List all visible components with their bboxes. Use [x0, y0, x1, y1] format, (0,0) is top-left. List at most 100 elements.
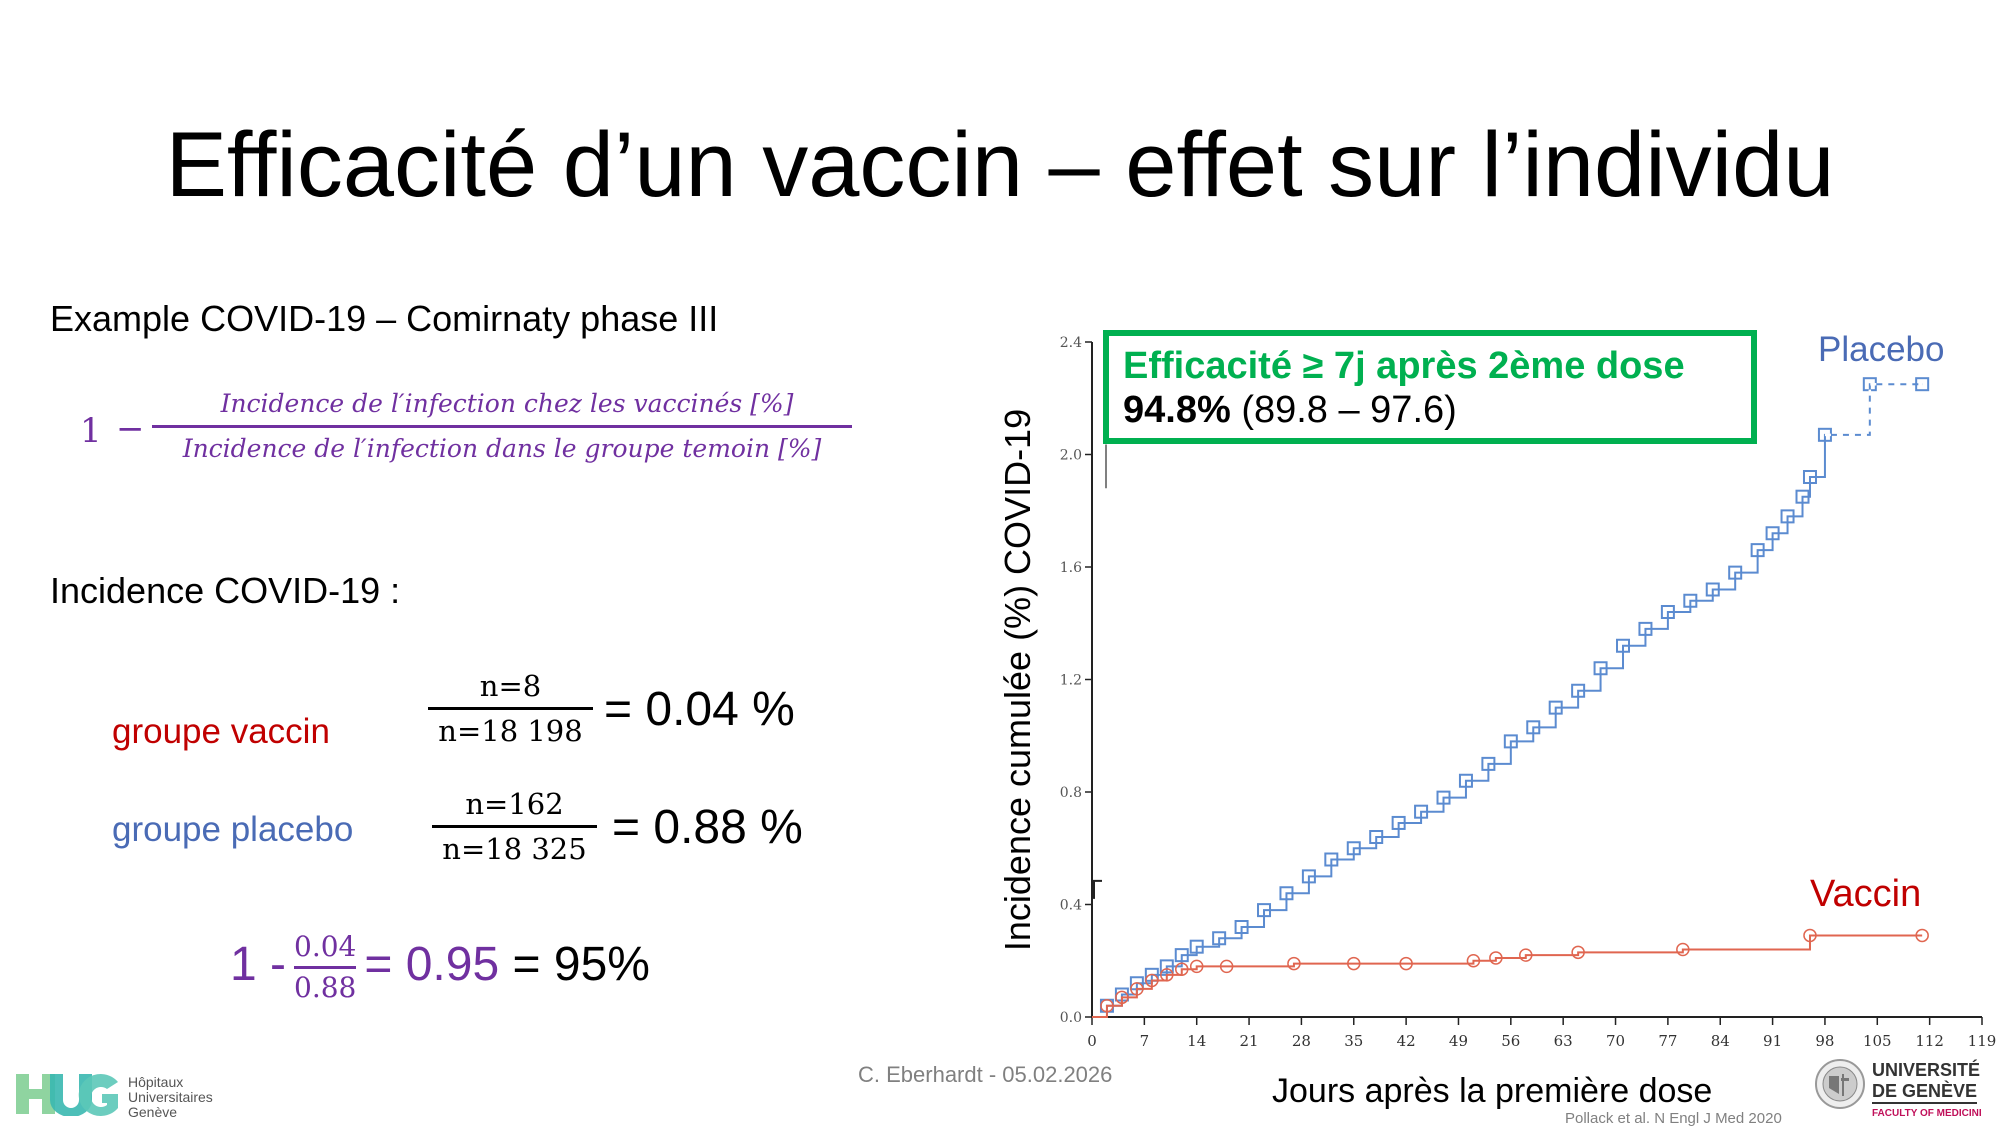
placebo-marker	[1526, 720, 1541, 735]
placebo-marker	[1481, 756, 1496, 771]
vaccin-marker	[1676, 942, 1690, 957]
group-vaccine-numerator: n=8	[479, 669, 542, 703]
slide-title: Efficacité d’un vaccin – effet sur l’ind…	[165, 114, 1835, 216]
x-tick-label: 42	[1397, 1032, 1416, 1050]
incidence-label: Incidence COVID-19 :	[50, 570, 401, 611]
callout-ci: (89.8 – 97.6)	[1241, 389, 1457, 431]
x-tick-label: 112	[1915, 1032, 1944, 1050]
placebo-marker	[1705, 582, 1720, 597]
placebo-marker	[1391, 815, 1406, 830]
fraction-bar	[152, 425, 852, 428]
x-tick-label: 63	[1554, 1032, 1573, 1050]
group-placebo-numerator: n=162	[465, 787, 564, 821]
vaccin-marker	[1130, 982, 1144, 996]
final-numerator: 0.04	[294, 930, 357, 963]
unige-line-1: UNIVERSITÉ	[1872, 1060, 1981, 1080]
group-placebo-denominator: n=18 325	[442, 832, 587, 866]
placebo-marker	[1728, 565, 1743, 580]
placebo-marker	[1616, 638, 1631, 653]
final-prefix: 1 -	[230, 938, 287, 992]
placebo-marker	[1234, 920, 1249, 934]
final-eq1: = 0.95	[364, 938, 500, 992]
fraction-bar	[432, 825, 597, 828]
placebo-marker	[1189, 939, 1204, 954]
x-tick-label: 84	[1711, 1032, 1730, 1050]
vaccin-marker	[1489, 951, 1503, 965]
hug-logo-text: Hôpitaux Universitaires Genève	[128, 1075, 213, 1120]
placebo-marker	[1915, 377, 1930, 392]
final-computation: 1 -0.04 0.88 = 0.95 = 95%	[230, 930, 650, 1005]
y-tick-label: 0.0	[1060, 1010, 1082, 1026]
vaccin-marker	[1219, 959, 1234, 974]
group-vaccine-label: groupe vaccin	[112, 712, 330, 751]
placebo-marker	[1369, 830, 1384, 844]
group-placebo-label: groupe placebo	[112, 810, 354, 849]
x-tick-label: 21	[1240, 1032, 1259, 1050]
vaccin-marker	[1287, 956, 1301, 971]
group-vaccine-denominator: n=18 198	[438, 714, 583, 748]
hug-line-2: Universitaires	[128, 1089, 213, 1105]
unige-seal-icon	[1815, 1059, 1865, 1109]
placebo-marker	[1346, 841, 1361, 856]
chart-curves	[1092, 377, 1930, 1018]
placebo-marker	[1571, 683, 1586, 698]
vaccin-marker	[1519, 948, 1533, 962]
x-tick-label: 56	[1501, 1032, 1520, 1050]
placebo-marker	[1279, 886, 1294, 901]
final-eq2: = 95%	[512, 938, 650, 992]
x-tick-label: 14	[1187, 1032, 1206, 1050]
group-vaccine-result: = 0.04 %	[604, 683, 795, 736]
formula-fraction: Incidence de l′infection chez les vaccin…	[152, 385, 852, 468]
placebo-marker	[1174, 948, 1189, 963]
x-tick-label: 28	[1292, 1032, 1311, 1050]
x-tick-label: 91	[1763, 1032, 1782, 1050]
y-axis-label: Incidence cumulée (%) COVID-19	[997, 408, 1038, 952]
placebo-marker	[1414, 804, 1429, 819]
vaccin-marker	[1115, 990, 1129, 1005]
unige-faculty: FACULTY OF MEDICINI	[1872, 1108, 1982, 1119]
unige-logo-text: UNIVERSITÉ DE GENÈVE	[1872, 1060, 1980, 1104]
placebo-marker	[1159, 959, 1174, 974]
legend-placebo: Placebo	[1818, 330, 1945, 369]
placebo-marker	[1503, 734, 1518, 749]
placebo-marker	[1593, 661, 1608, 676]
x-axis-label: Jours après la première dose	[1272, 1072, 1713, 1110]
hug-line-3: Genève	[128, 1104, 178, 1120]
hug-logo-icon	[16, 1074, 118, 1116]
fraction-bar	[428, 707, 593, 710]
legend-vaccin: Vaccin	[1810, 873, 1922, 915]
vaccin-marker	[1100, 999, 1114, 1013]
hug-line-1: Hôpitaux	[128, 1074, 184, 1090]
callout-heading: Efficacité ≥ 7j après 2ème dose	[1123, 345, 1685, 387]
x-tick-label: 98	[1815, 1032, 1834, 1050]
formula-numerator: Incidence de l′infection chez les vaccin…	[220, 389, 794, 418]
formula-one: 1	[80, 411, 102, 451]
vaccin-marker	[1347, 956, 1361, 971]
y-tick-label: 1.2	[1060, 673, 1082, 689]
vaccin-marker	[1189, 959, 1204, 974]
placebo-marker	[1750, 543, 1765, 558]
placebo-marker	[1324, 852, 1339, 867]
formula-denominator: Incidence de l′infection dans le groupe …	[182, 434, 822, 463]
unige-line-2: DE GENÈVE	[1872, 1081, 1978, 1104]
placebo-marker	[1638, 621, 1653, 636]
footer-reference: Pollack et al. N Engl J Med 2020	[1565, 1110, 1782, 1127]
y-tick-label: 1.6	[1060, 560, 1082, 576]
callout-value: 94.8% (89.8 – 97.6)	[1123, 388, 1737, 432]
vaccin-marker	[1466, 954, 1481, 968]
placebo-marker	[1458, 773, 1473, 788]
x-tick-label: 49	[1449, 1032, 1468, 1050]
placebo-marker	[1780, 509, 1795, 524]
vaccin-marker	[1915, 928, 1929, 943]
group-vaccine-fraction: n=8 n=18 198	[428, 668, 593, 749]
y-tick-label: 2.4	[1060, 335, 1082, 351]
placebo-marker	[1301, 869, 1316, 884]
group-placebo-fraction: n=162 n=18 325	[432, 786, 597, 867]
placebo-marker	[1257, 903, 1272, 918]
final-fraction: 0.04 0.88	[294, 930, 357, 1005]
placebo-marker	[1683, 593, 1698, 608]
axis-mark	[1093, 879, 1102, 899]
y-tick-label: 2.0	[1060, 448, 1082, 464]
formula-minus: −	[116, 409, 145, 449]
